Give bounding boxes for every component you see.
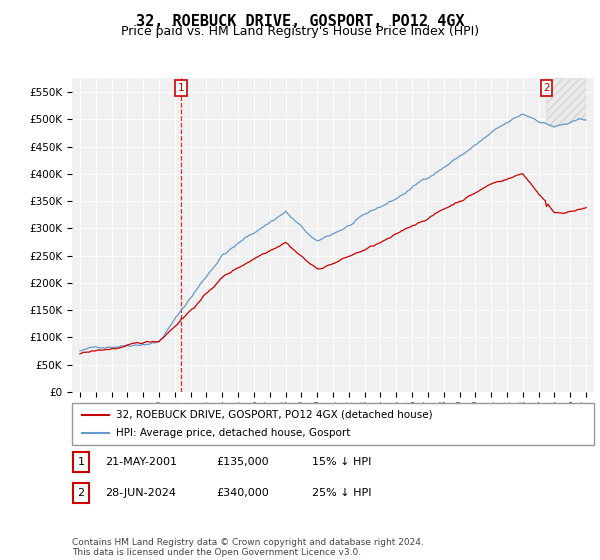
Text: 32, ROEBUCK DRIVE, GOSPORT, PO12 4GX (detached house): 32, ROEBUCK DRIVE, GOSPORT, PO12 4GX (de… xyxy=(116,410,433,420)
FancyBboxPatch shape xyxy=(72,403,594,445)
Text: £340,000: £340,000 xyxy=(216,488,269,498)
Text: 21-MAY-2001: 21-MAY-2001 xyxy=(105,457,177,467)
Text: £135,000: £135,000 xyxy=(216,457,269,467)
Text: 28-JUN-2024: 28-JUN-2024 xyxy=(105,488,176,498)
Text: Price paid vs. HM Land Registry's House Price Index (HPI): Price paid vs. HM Land Registry's House … xyxy=(121,25,479,38)
Text: Contains HM Land Registry data © Crown copyright and database right 2024.
This d: Contains HM Land Registry data © Crown c… xyxy=(72,538,424,557)
Text: 2: 2 xyxy=(77,488,85,498)
Text: 32, ROEBUCK DRIVE, GOSPORT, PO12 4GX: 32, ROEBUCK DRIVE, GOSPORT, PO12 4GX xyxy=(136,14,464,29)
Text: 2: 2 xyxy=(543,83,550,93)
Text: HPI: Average price, detached house, Gosport: HPI: Average price, detached house, Gosp… xyxy=(116,428,351,438)
Text: 1: 1 xyxy=(178,83,185,93)
FancyBboxPatch shape xyxy=(73,452,89,472)
Text: 25% ↓ HPI: 25% ↓ HPI xyxy=(312,488,371,498)
FancyBboxPatch shape xyxy=(73,483,89,503)
Text: 1: 1 xyxy=(77,457,85,467)
Text: 15% ↓ HPI: 15% ↓ HPI xyxy=(312,457,371,467)
